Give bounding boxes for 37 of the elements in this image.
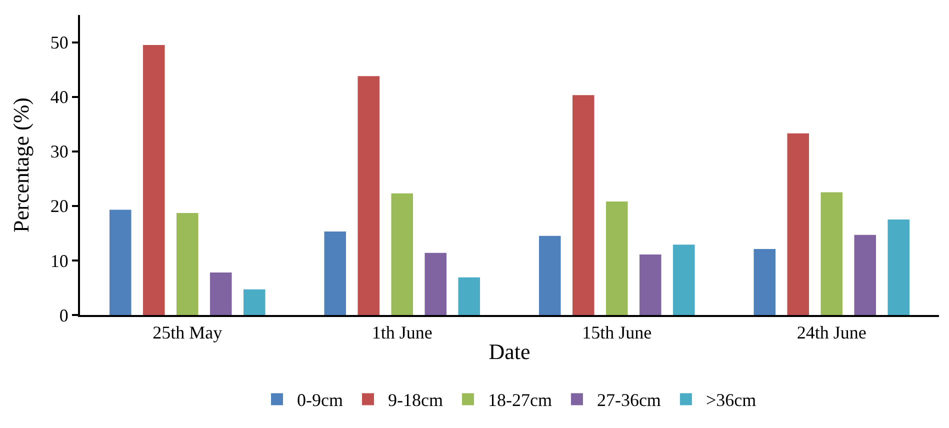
- bar: [754, 249, 776, 315]
- y-tick-label: 10: [50, 250, 68, 271]
- bar: [606, 202, 628, 315]
- legend-label: 27-36cm: [596, 390, 661, 410]
- bar: [109, 210, 132, 315]
- y-tick-label: 30: [50, 142, 68, 162]
- y-tick-label: 40: [50, 87, 68, 108]
- y-tick-label: 0: [59, 305, 68, 326]
- y-tick-label: 50: [50, 32, 68, 53]
- bar: [854, 234, 876, 315]
- bar: [458, 277, 480, 315]
- bar: [572, 95, 594, 315]
- x-tick-label: 15th June: [582, 322, 652, 343]
- x-tick-label: 24th June: [796, 322, 866, 343]
- bar: [391, 193, 414, 315]
- bar: [210, 272, 232, 315]
- bar: [358, 76, 380, 315]
- bar: [888, 220, 910, 315]
- bar: [787, 133, 810, 315]
- bar: [672, 244, 695, 315]
- bar: [424, 252, 447, 315]
- x-tick-label: 1th June: [372, 322, 432, 343]
- bar: [142, 45, 165, 315]
- bar: [243, 289, 266, 315]
- bar: [639, 254, 662, 315]
- legend-label: 0-9cm: [297, 390, 343, 410]
- x-axis-title: Date: [488, 339, 530, 364]
- y-axis-title: Percentage (%): [8, 98, 34, 232]
- bar: [324, 232, 346, 315]
- bar: [176, 213, 198, 315]
- y-tick-label: 20: [50, 196, 68, 216]
- legend-label: >36cm: [706, 390, 756, 410]
- bar: [538, 236, 561, 315]
- x-tick-label: 25th May: [152, 322, 222, 343]
- legend-label: 9-18cm: [388, 390, 443, 410]
- bar: [820, 192, 843, 315]
- legend-label: 18-27cm: [488, 390, 552, 410]
